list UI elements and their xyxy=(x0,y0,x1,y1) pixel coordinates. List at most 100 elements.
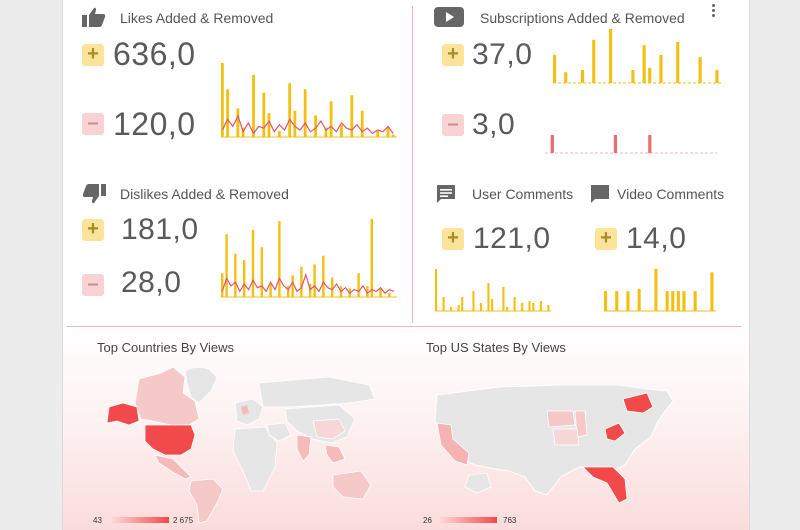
sparkline-bar xyxy=(303,89,307,137)
horizontal-divider xyxy=(67,326,741,327)
sparkline-bar xyxy=(564,72,568,83)
sparkline-bar xyxy=(479,303,482,311)
countries-legend-max: 2 675 xyxy=(173,516,194,525)
sparkline-bar xyxy=(665,291,669,311)
states-title: Top US States By Views xyxy=(426,340,566,355)
subs-removed-sparkline xyxy=(545,135,717,154)
youtube-icon xyxy=(434,7,464,27)
likes-added-icon: + xyxy=(82,44,104,66)
sparkline-bar xyxy=(388,292,391,297)
sparkline-bar xyxy=(637,288,641,311)
sparkline-bar xyxy=(252,74,255,137)
sparkline-bar xyxy=(287,286,290,297)
sparkline-bar xyxy=(314,115,317,137)
countries-legend-min: 43 xyxy=(93,516,102,525)
sparkline-bar xyxy=(278,221,281,297)
sparkline-bar xyxy=(291,275,294,297)
sparkline-bar xyxy=(366,286,369,297)
states-legend-scale xyxy=(437,517,497,523)
countries-title: Top Countries By Views xyxy=(97,340,235,355)
sparkline-bar xyxy=(293,110,297,137)
video-comments-sparkline xyxy=(604,269,716,312)
dislikes-title: Dislikes Added & Removed xyxy=(120,186,289,202)
sparkline-bar xyxy=(631,70,635,83)
sparkline-bar xyxy=(715,70,719,83)
thumbs-up-icon xyxy=(82,7,106,27)
dislikes-removed-icon: – xyxy=(82,274,104,296)
maps-section: Top Countries By Views Top US States By … xyxy=(63,327,749,530)
sparkline-bar xyxy=(221,63,224,137)
sparkline-bar xyxy=(682,291,686,311)
sparkline-bar xyxy=(391,134,395,137)
sparkline-bar xyxy=(532,303,535,311)
likes-removed-icon: – xyxy=(82,113,104,135)
sparkline-bar xyxy=(487,283,490,311)
sparkline-bar xyxy=(626,291,630,311)
sparkline-bar xyxy=(221,273,224,297)
sparkline-bar xyxy=(581,70,585,83)
sparkline-bar xyxy=(698,57,702,83)
sparkline-bar xyxy=(309,284,312,297)
subs-removed-icon: – xyxy=(442,114,464,136)
subs-added-value: 37,0 xyxy=(472,38,533,71)
sparkline-bar xyxy=(457,305,460,311)
sparkline-bar xyxy=(528,301,531,311)
sparkline-bar xyxy=(350,95,354,137)
world-map[interactable] xyxy=(99,363,381,523)
countries-legend-scale xyxy=(109,517,169,523)
sparkline-bar xyxy=(234,253,237,297)
subs-removed-value: 3,0 xyxy=(472,108,516,141)
user-comments-added-icon: + xyxy=(442,228,464,250)
sparkline-bar xyxy=(267,113,271,137)
sparkline-bar xyxy=(506,307,509,311)
sparkline-bar xyxy=(324,127,328,137)
sparkline-bar xyxy=(236,108,240,137)
likes-sparkline xyxy=(221,63,397,138)
sparkline-bar xyxy=(609,29,613,83)
thumbs-down-icon xyxy=(83,184,106,204)
states-legend-min: 26 xyxy=(423,516,432,525)
more-options-icon[interactable] xyxy=(712,4,716,19)
sparkline-bar xyxy=(225,234,228,297)
likes-title: Likes Added & Removed xyxy=(120,10,274,26)
sparkline-bar xyxy=(539,301,542,311)
sparkline-bar xyxy=(659,54,663,83)
likes-removed-value: 120,0 xyxy=(113,106,196,142)
vertical-divider xyxy=(412,6,413,323)
sparkline-bar xyxy=(553,54,557,83)
sparkline-bar xyxy=(300,266,303,297)
sparkline-bar xyxy=(671,291,675,311)
subs-title: Subscriptions Added & Removed xyxy=(480,10,685,26)
sparkline-bar xyxy=(376,131,380,137)
user-comments-sparkline xyxy=(435,269,551,312)
sparkline-bar xyxy=(693,291,697,311)
sparkline-bar xyxy=(262,92,266,137)
us-states-map[interactable] xyxy=(429,381,681,505)
sparkline-bar xyxy=(277,131,281,137)
sparkline-bar xyxy=(442,297,445,311)
dashboard-card: Likes Added & Removed + 636,0 – 120,0 Su… xyxy=(62,0,750,530)
sparkline-bar xyxy=(550,135,554,153)
sparkline-bar xyxy=(472,291,475,311)
sparkline-bar xyxy=(331,277,334,297)
sparkline-bar xyxy=(243,260,246,297)
dislikes-sparkline xyxy=(221,219,397,298)
sparkline-bar xyxy=(357,273,360,297)
sparkline-bar xyxy=(251,229,255,297)
dislikes-added-value: 181,0 xyxy=(121,213,199,246)
sparkline-bar xyxy=(592,39,596,83)
subs-sparkline xyxy=(553,29,721,84)
sparkline-bar xyxy=(260,247,263,297)
dislikes-added-icon: + xyxy=(82,219,104,241)
sparkline-bar xyxy=(654,269,658,311)
sparkline-bar xyxy=(615,291,619,311)
comment-alt-icon xyxy=(591,185,609,203)
sparkline-bar xyxy=(604,291,608,311)
sparkline-bar xyxy=(648,135,652,153)
sparkline-bar xyxy=(676,42,680,83)
sparkline-bar xyxy=(613,135,617,153)
sparkline-bar xyxy=(360,110,364,137)
sparkline-bar xyxy=(502,287,505,311)
sparkline-bar xyxy=(313,264,316,297)
sparkline-bar xyxy=(288,83,292,137)
